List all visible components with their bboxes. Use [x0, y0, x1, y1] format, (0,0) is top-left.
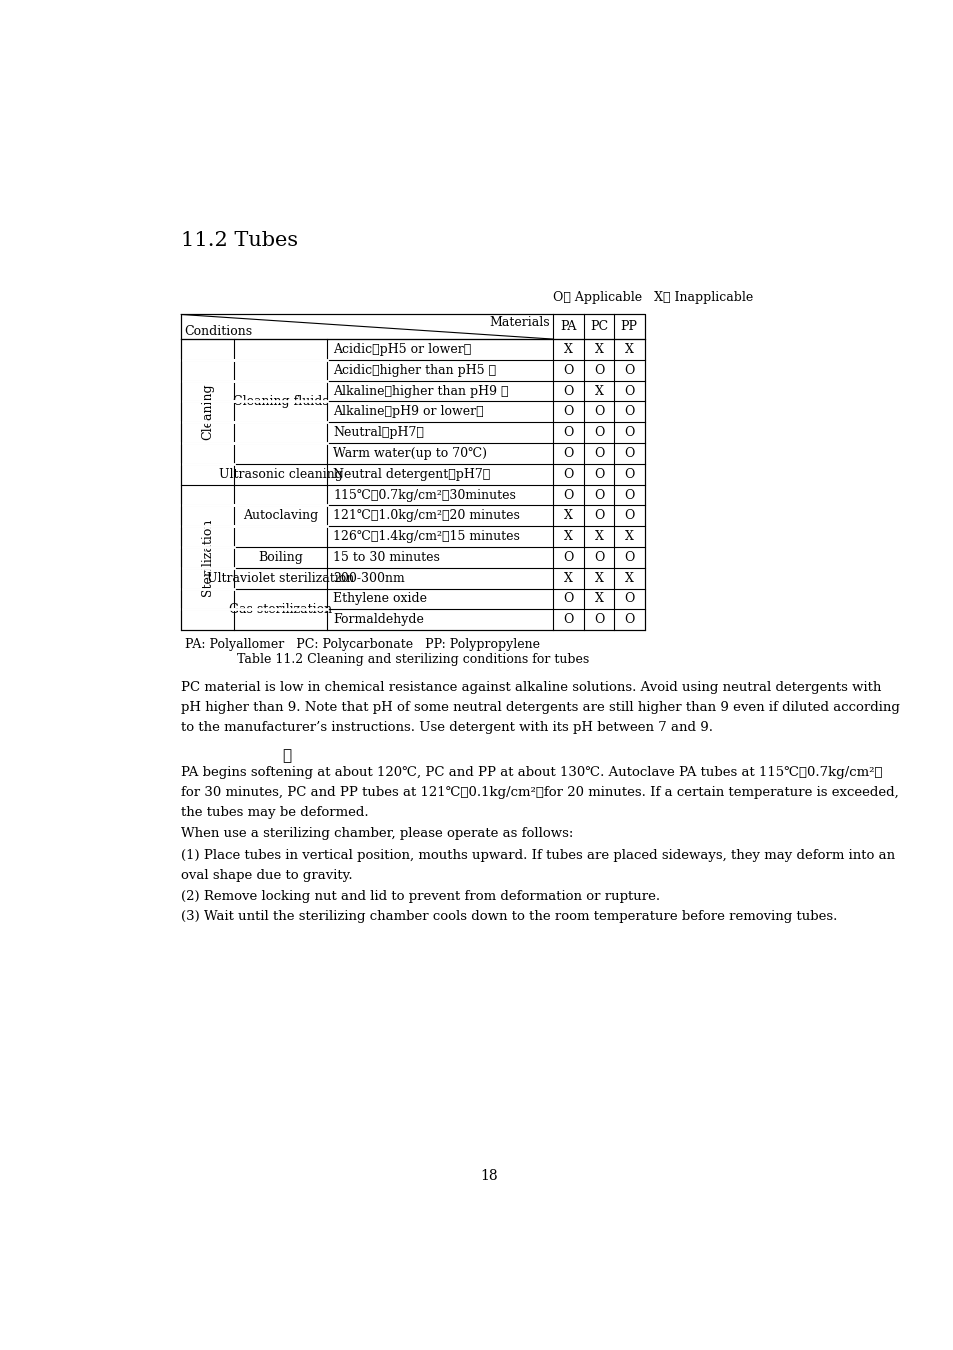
Text: O: O — [563, 467, 574, 481]
Text: O: O — [563, 613, 574, 626]
Text: O: O — [593, 509, 603, 522]
Text: X: X — [594, 531, 603, 543]
Text: the tubes may be deformed.: the tubes may be deformed. — [181, 806, 369, 818]
Text: O: O — [593, 427, 603, 439]
Text: oval shape due to gravity.: oval shape due to gravity. — [181, 869, 353, 882]
Text: O: O — [563, 551, 574, 564]
Text: Warm water(up to 70℃): Warm water(up to 70℃) — [333, 447, 487, 460]
Text: 、: 、 — [282, 749, 291, 763]
Text: Neutral（pH7）: Neutral（pH7） — [333, 427, 423, 439]
Bar — [181, 315, 644, 339]
Text: O: O — [563, 427, 574, 439]
Text: O: O — [593, 551, 603, 564]
Text: Ultrasonic cleaning: Ultrasonic cleaning — [218, 467, 342, 481]
Text: X: X — [564, 571, 573, 585]
Bar — [181, 315, 644, 630]
Text: Ultraviolet sterilization: Ultraviolet sterilization — [207, 571, 354, 585]
Text: O: O — [623, 363, 634, 377]
Text: for 30 minutes, PC and PP tubes at 121℃（0.1kg/cm²）for 20 minutes. If a certain t: for 30 minutes, PC and PP tubes at 121℃（… — [181, 786, 898, 799]
Text: O: O — [593, 489, 603, 502]
Text: X: X — [624, 571, 633, 585]
Text: O: O — [563, 489, 574, 502]
Text: O: O — [623, 593, 634, 605]
Text: PC: PC — [589, 320, 607, 333]
Text: (3) Wait until the sterilizing chamber cools down to the room temperature before: (3) Wait until the sterilizing chamber c… — [181, 910, 837, 923]
Text: X: X — [594, 571, 603, 585]
Text: Autoclaving: Autoclaving — [243, 509, 317, 522]
Text: O: O — [563, 385, 574, 398]
Text: X: X — [564, 531, 573, 543]
Text: O: O — [623, 467, 634, 481]
Text: When use a sterilizing chamber, please operate as follows:: When use a sterilizing chamber, please o… — [181, 828, 573, 840]
Text: 11.2 Tubes: 11.2 Tubes — [181, 231, 298, 250]
Text: 15 to 30 minutes: 15 to 30 minutes — [333, 551, 439, 564]
Text: O: O — [623, 613, 634, 626]
Text: Acidic（higher than pH5 ）: Acidic（higher than pH5 ） — [333, 363, 496, 377]
Text: X: X — [624, 531, 633, 543]
Text: Conditions: Conditions — [184, 324, 253, 338]
Text: O: O — [593, 447, 603, 460]
Text: O: O — [593, 363, 603, 377]
Text: Neutral detergent（pH7）: Neutral detergent（pH7） — [333, 467, 490, 481]
Text: Ethylene oxide: Ethylene oxide — [333, 593, 427, 605]
Text: O: O — [593, 613, 603, 626]
Text: Sterilization: Sterilization — [201, 518, 213, 597]
Text: X: X — [594, 385, 603, 398]
Text: O: O — [623, 427, 634, 439]
Text: PA begins softening at about 120℃, PC and PP at about 130℃. Autoclave PA tubes a: PA begins softening at about 120℃, PC an… — [181, 765, 882, 779]
Text: PP: PP — [620, 320, 637, 333]
Text: PC material is low in chemical resistance against alkaline solutions. Avoid usin: PC material is low in chemical resistanc… — [181, 680, 881, 694]
Text: Cleaning: Cleaning — [201, 383, 213, 440]
Text: O: O — [563, 593, 574, 605]
Text: (1) Place tubes in vertical position, mouths upward. If tubes are placed sideway: (1) Place tubes in vertical position, mo… — [181, 849, 895, 861]
Text: O: O — [623, 447, 634, 460]
Text: PA: Polyallomer   PC: Polycarbonate   PP: Polypropylene: PA: Polyallomer PC: Polycarbonate PP: Po… — [185, 637, 539, 651]
Text: O： Applicable   X： Inapplicable: O： Applicable X： Inapplicable — [553, 290, 753, 304]
Text: Alkaline（higher than pH9 ）: Alkaline（higher than pH9 ） — [333, 385, 508, 398]
Text: O: O — [563, 447, 574, 460]
Text: Formaldehyde: Formaldehyde — [333, 613, 423, 626]
Text: O: O — [563, 363, 574, 377]
Text: 121℃（1.0kg/cm²）20 minutes: 121℃（1.0kg/cm²）20 minutes — [333, 509, 519, 522]
Text: 115℃（0.7kg/cm²）30minutes: 115℃（0.7kg/cm²）30minutes — [333, 489, 516, 502]
Text: PA: PA — [560, 320, 577, 333]
Text: 18: 18 — [479, 1169, 497, 1183]
Text: O: O — [623, 509, 634, 522]
Text: Acidic（pH5 or lower）: Acidic（pH5 or lower） — [333, 343, 471, 356]
Text: X: X — [594, 343, 603, 356]
Text: O: O — [623, 385, 634, 398]
Text: X: X — [564, 343, 573, 356]
Text: X: X — [624, 343, 633, 356]
Text: 200-300nm: 200-300nm — [333, 571, 404, 585]
Text: Table 11.2 Cleaning and sterilizing conditions for tubes: Table 11.2 Cleaning and sterilizing cond… — [236, 653, 589, 667]
Text: Cleaning fluids: Cleaning fluids — [233, 396, 328, 408]
Text: X: X — [564, 509, 573, 522]
Text: Boiling: Boiling — [257, 551, 302, 564]
Text: Gas sterilization: Gas sterilization — [229, 603, 332, 616]
Text: O: O — [623, 489, 634, 502]
Text: Materials: Materials — [489, 316, 550, 329]
Text: O: O — [623, 551, 634, 564]
Text: O: O — [563, 405, 574, 418]
Text: O: O — [623, 405, 634, 418]
Text: Alkaline（pH9 or lower）: Alkaline（pH9 or lower） — [333, 405, 483, 418]
Text: O: O — [593, 467, 603, 481]
Text: (2) Remove locking nut and lid to prevent from deformation or rupture.: (2) Remove locking nut and lid to preven… — [181, 891, 659, 903]
Text: O: O — [593, 405, 603, 418]
Text: to the manufacturer’s instructions. Use detergent with its pH between 7 and 9.: to the manufacturer’s instructions. Use … — [181, 721, 713, 734]
Text: 126℃（1.4kg/cm²）15 minutes: 126℃（1.4kg/cm²）15 minutes — [333, 531, 519, 543]
Text: X: X — [594, 593, 603, 605]
Text: pH higher than 9. Note that pH of some neutral detergents are still higher than : pH higher than 9. Note that pH of some n… — [181, 701, 900, 714]
